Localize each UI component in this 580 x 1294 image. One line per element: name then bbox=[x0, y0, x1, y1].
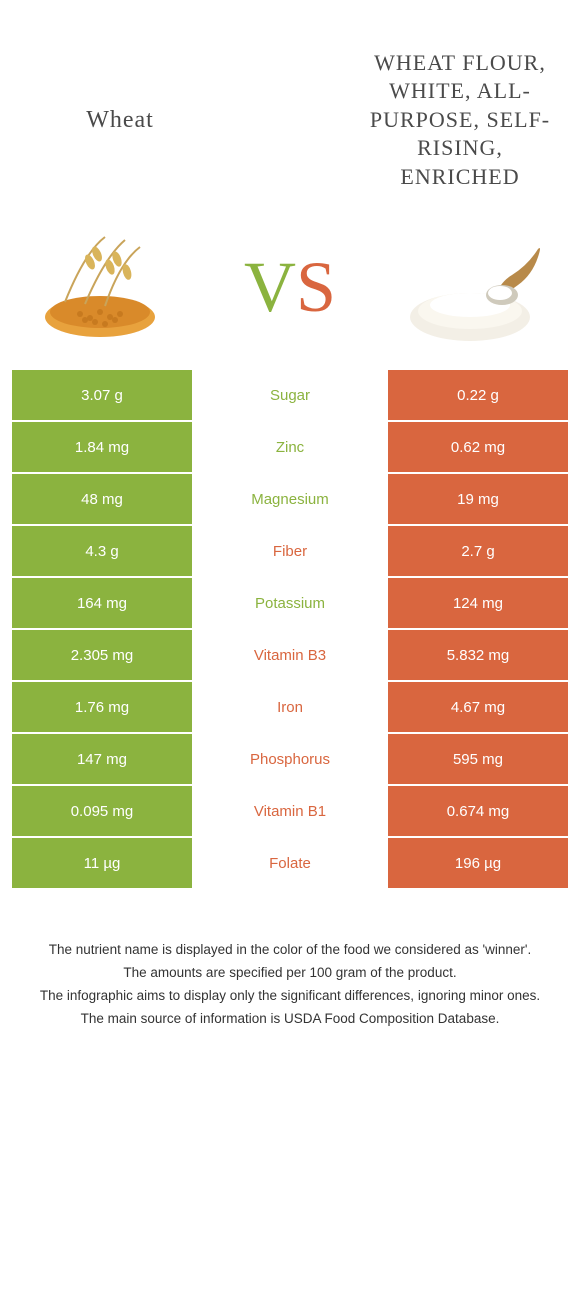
right-value: 0.674 mg bbox=[388, 786, 568, 836]
right-value: 19 mg bbox=[388, 474, 568, 524]
images-row: VS bbox=[0, 220, 580, 370]
nutrient-name: Magnesium bbox=[192, 474, 388, 524]
wheat-image bbox=[30, 227, 180, 347]
table-row: 1.76 mgIron4.67 mg bbox=[12, 682, 568, 732]
nutrient-name: Potassium bbox=[192, 578, 388, 628]
table-row: 4.3 gFiber2.7 g bbox=[12, 526, 568, 576]
table-row: 0.095 mgVitamin B10.674 mg bbox=[12, 786, 568, 836]
nutrient-name: Iron bbox=[192, 682, 388, 732]
right-value: 196 µg bbox=[388, 838, 568, 888]
left-value: 4.3 g bbox=[12, 526, 192, 576]
left-value: 48 mg bbox=[12, 474, 192, 524]
right-value: 0.22 g bbox=[388, 370, 568, 420]
nutrient-name: Fiber bbox=[192, 526, 388, 576]
left-value: 1.84 mg bbox=[12, 422, 192, 472]
left-value: 147 mg bbox=[12, 734, 192, 784]
nutrient-name: Folate bbox=[192, 838, 388, 888]
left-value: 3.07 g bbox=[12, 370, 192, 420]
header: Wheat WHEAT FLOUR, WHITE, ALL-PURPOSE, S… bbox=[0, 0, 580, 220]
table-row: 164 mgPotassium124 mg bbox=[12, 578, 568, 628]
table-row: 147 mgPhosphorus595 mg bbox=[12, 734, 568, 784]
footnote-line: The amounts are specified per 100 gram o… bbox=[18, 963, 562, 984]
table-row: 48 mgMagnesium19 mg bbox=[12, 474, 568, 524]
table-row: 1.84 mgZinc0.62 mg bbox=[12, 422, 568, 472]
right-value: 595 mg bbox=[388, 734, 568, 784]
left-value: 164 mg bbox=[12, 578, 192, 628]
table-row: 3.07 gSugar0.22 g bbox=[12, 370, 568, 420]
nutrient-name: Zinc bbox=[192, 422, 388, 472]
left-value: 11 µg bbox=[12, 838, 192, 888]
right-value: 124 mg bbox=[388, 578, 568, 628]
table-row: 11 µgFolate196 µg bbox=[12, 838, 568, 888]
nutrient-name: Phosphorus bbox=[192, 734, 388, 784]
nutrient-name: Vitamin B1 bbox=[192, 786, 388, 836]
footnotes: The nutrient name is displayed in the co… bbox=[0, 890, 580, 1030]
right-value: 2.7 g bbox=[388, 526, 568, 576]
nutrient-name: Vitamin B3 bbox=[192, 630, 388, 680]
left-food-title: Wheat bbox=[20, 107, 220, 134]
vs-v: V bbox=[244, 247, 296, 327]
right-value: 4.67 mg bbox=[388, 682, 568, 732]
right-value: 5.832 mg bbox=[388, 630, 568, 680]
left-value: 1.76 mg bbox=[12, 682, 192, 732]
footnote-line: The main source of information is USDA F… bbox=[18, 1009, 562, 1030]
nutrient-table: 3.07 gSugar0.22 g1.84 mgZinc0.62 mg48 mg… bbox=[0, 370, 580, 888]
vs-s: S bbox=[296, 247, 336, 327]
right-value: 0.62 mg bbox=[388, 422, 568, 472]
footnote-line: The nutrient name is displayed in the co… bbox=[18, 940, 562, 961]
left-value: 2.305 mg bbox=[12, 630, 192, 680]
nutrient-name: Sugar bbox=[192, 370, 388, 420]
table-row: 2.305 mgVitamin B35.832 mg bbox=[12, 630, 568, 680]
right-food-title: WHEAT FLOUR, WHITE, ALL-PURPOSE, SELF-RI… bbox=[360, 49, 560, 192]
footnote-line: The infographic aims to display only the… bbox=[18, 986, 562, 1007]
flour-image bbox=[400, 227, 550, 347]
left-value: 0.095 mg bbox=[12, 786, 192, 836]
vs-label: VS bbox=[244, 251, 336, 323]
